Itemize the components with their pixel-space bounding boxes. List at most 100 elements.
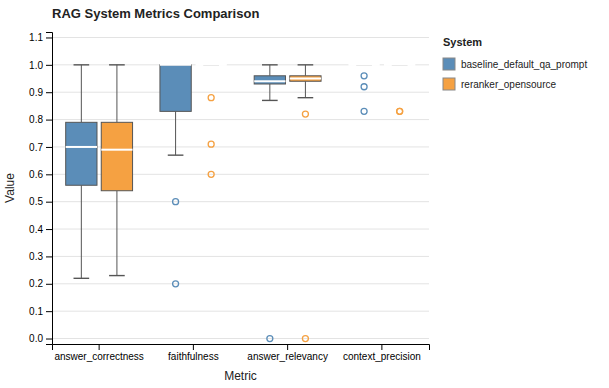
chart-svg: RAG System Metrics Comparison0.00.10.20.… (0, 0, 609, 388)
lower-whisker (81, 185, 82, 278)
flier (361, 108, 367, 114)
y-tick-label: 0.2 (29, 278, 43, 289)
box-body (254, 76, 285, 84)
legend-swatch (443, 58, 455, 70)
box (66, 65, 97, 278)
y-tick-mark (46, 202, 52, 203)
grid-line (52, 256, 429, 257)
box-series (66, 65, 380, 342)
x-tick-label: answer_relevancy (247, 351, 328, 362)
box-body (160, 65, 191, 112)
box-body (384, 64, 415, 65)
x-tick: answer_correctness (54, 344, 143, 362)
y-tick-mark (46, 65, 52, 66)
x-tick-label: faithfulness (168, 351, 219, 362)
grid-line (52, 229, 429, 230)
y-tick-label: 0.9 (29, 87, 43, 98)
grid-line (52, 201, 429, 202)
y-tick-mark (46, 174, 52, 175)
box-body (348, 64, 379, 65)
box-body (66, 122, 97, 185)
box-body (290, 76, 321, 81)
grid (52, 37, 429, 338)
y-tick-label: 0.8 (29, 114, 43, 125)
upper-cap (74, 64, 90, 65)
grid-line (52, 311, 429, 312)
flier (397, 108, 403, 114)
flier (208, 141, 214, 147)
legend: System baseline_default_qa_prompt reranker… (443, 36, 587, 90)
upper-whisker (116, 65, 117, 122)
lower-cap (168, 154, 184, 155)
upper-cap (262, 64, 278, 65)
median (101, 149, 132, 151)
y-tick-mark (46, 120, 52, 121)
box-series (101, 65, 415, 342)
box (101, 65, 132, 276)
lower-whisker (175, 111, 176, 155)
x-tick-label: context_precision (343, 351, 421, 362)
box (196, 65, 227, 177)
flier (208, 171, 214, 177)
y-tick: 0.7 (29, 142, 52, 153)
chart-title: RAG System Metrics Comparison (52, 6, 259, 21)
flier (302, 111, 308, 117)
upper-cap (298, 64, 314, 65)
lower-cap (262, 100, 278, 101)
y-tick: 0.5 (29, 196, 52, 207)
y-tick-label: 0.1 (29, 306, 43, 317)
legend-label: baseline_default_qa_prompt (461, 59, 587, 70)
y-tick: 0.8 (29, 114, 52, 125)
marks (66, 65, 416, 342)
y-tick: 0.0 (29, 333, 52, 344)
x-tick-mark (287, 344, 288, 350)
y-tick: 0.4 (29, 224, 52, 235)
y-tick-label: 0.3 (29, 251, 43, 262)
x-axis-title: Metric (224, 369, 257, 383)
y-axis-title: Value (3, 173, 17, 203)
y-tick-label: 0.5 (29, 196, 43, 207)
median (384, 64, 415, 66)
box (290, 65, 321, 342)
lower-whisker (269, 84, 270, 100)
x-tick: faithfulness (168, 344, 219, 362)
y-tick-mark (46, 311, 52, 312)
y-tick-mark (46, 256, 52, 257)
box (254, 65, 285, 342)
y-axis: 0.0 0.1 0.2 0.3 0.4 0.5 0.6 0.7 0.8 0.9 1.0 1.1 (29, 32, 52, 344)
flier (267, 336, 273, 342)
median (196, 64, 227, 66)
chart-container: RAG System Metrics Comparison0.00.10.20.… (0, 0, 609, 388)
y-tick-label: 1.1 (29, 32, 43, 43)
y-axis-line (46, 33, 53, 345)
lower-cap (109, 275, 125, 276)
lower-whisker (116, 191, 117, 276)
median (348, 64, 379, 66)
legend-label: reranker_opensource (461, 79, 556, 90)
y-tick: 0.6 (29, 169, 52, 180)
y-tick: 0.2 (29, 278, 52, 289)
median (254, 80, 285, 82)
x-tick-mark (381, 344, 382, 350)
y-tick: 1.0 (29, 60, 52, 71)
legend-title: System (443, 36, 482, 48)
y-tick-label: 0.6 (29, 169, 43, 180)
box (384, 65, 415, 115)
legend-item: reranker_opensource (443, 78, 556, 90)
plot-area: 0.0 0.1 0.2 0.3 0.4 0.5 0.6 0.7 0.8 0.9 1.0 1.1 answ… (29, 32, 429, 362)
grid-line (52, 119, 429, 120)
upper-cap (109, 64, 125, 65)
box-body (196, 64, 227, 65)
y-tick: 1.1 (29, 32, 52, 43)
flier (208, 95, 214, 101)
x-axis-line (53, 345, 430, 351)
y-tick-mark (46, 92, 52, 93)
lower-cap (74, 278, 90, 279)
y-tick-mark (46, 229, 52, 230)
median (66, 146, 97, 148)
legend-item: baseline_default_qa_prompt (443, 58, 587, 70)
grid-line (52, 92, 429, 93)
x-tick-mark (193, 344, 194, 350)
x-tick-label: answer_correctness (54, 351, 143, 362)
median (290, 78, 321, 80)
